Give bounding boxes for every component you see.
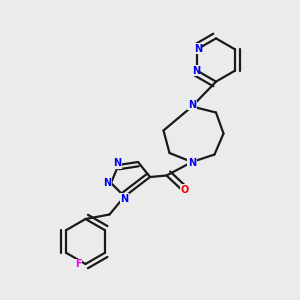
Text: O: O [181,184,189,195]
Text: N: N [192,66,200,76]
Text: N: N [194,44,202,54]
Text: N: N [188,100,196,110]
Text: N: N [120,194,129,204]
Text: N: N [188,158,196,169]
Text: F: F [75,259,81,269]
Text: N: N [113,158,121,169]
Text: N: N [103,178,112,188]
